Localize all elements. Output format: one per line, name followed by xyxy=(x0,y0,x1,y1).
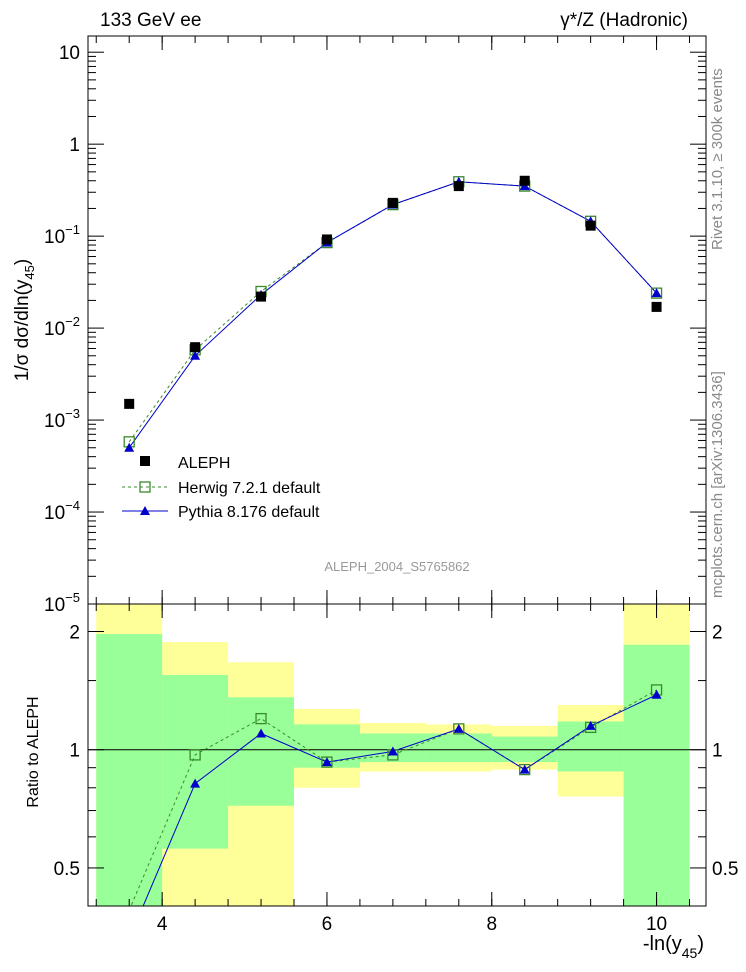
pythia-line xyxy=(128,181,657,448)
y-tick-label: 10−5 xyxy=(44,590,80,616)
aleph-point xyxy=(387,197,398,208)
mcplots-label: mcplots.cern.ch [arXiv:1306.3436] xyxy=(709,371,726,598)
ratio-frame xyxy=(87,603,707,907)
y-tick-label: 10−2 xyxy=(44,314,80,340)
legend-label-aleph: ALEPH xyxy=(178,455,230,472)
header-right-label: γ*/Z (Hadronic) xyxy=(560,10,688,31)
legend-label-herwig: Herwig 7.2.1 default xyxy=(178,480,321,497)
pythia-point xyxy=(651,288,662,298)
rivet-version-label: Rivet 3.1.10, ≥ 300k events xyxy=(709,68,726,250)
pythia-ratio-point xyxy=(387,746,398,756)
herwig-ratio-point xyxy=(255,712,267,725)
pythia-ratio-point xyxy=(256,728,267,738)
header-left-label: 133 GeV ee xyxy=(100,10,201,31)
pythia-point xyxy=(190,350,201,360)
uncertainty-band-green xyxy=(228,697,294,806)
legend-marker-pythia xyxy=(140,506,150,515)
pythia-ratio-point xyxy=(453,723,464,733)
aleph-point xyxy=(585,220,596,231)
aleph-point xyxy=(453,181,464,192)
main-panel: 10−5 10−4 10−3 10−2 10−1 1 10 1/σ dσ/dln(y45) AL… xyxy=(12,35,707,616)
y-axis-title: 1/σ dσ/dln(y45) xyxy=(12,259,37,381)
aleph-point xyxy=(519,175,530,186)
pythia-point xyxy=(124,442,135,452)
ratio-series-group xyxy=(130,684,663,906)
uncertainty-band-green xyxy=(623,644,690,906)
uncertainty-band-green xyxy=(162,674,229,849)
analysis-watermark: ALEPH_2004_S5765862 xyxy=(324,559,469,574)
pythia-ratio-point xyxy=(651,689,662,699)
aleph-point xyxy=(190,342,201,353)
ratio-y-tick-label-left: 0.5 xyxy=(54,859,80,880)
x-tick-label: 10 xyxy=(646,914,667,935)
pythia-ratio-point xyxy=(519,764,530,774)
aleph-point xyxy=(321,234,332,245)
x-tick-label: 4 xyxy=(157,914,168,935)
ratio-y-tick-label-left: 1 xyxy=(69,741,80,762)
uncertainty-band-green xyxy=(425,733,492,763)
herwig-ratio-point xyxy=(189,749,201,761)
y-tick-label: 10−3 xyxy=(44,406,80,432)
ratio-y-tick-label-right: 2 xyxy=(712,623,723,644)
x-tick-label: 8 xyxy=(486,914,497,935)
legend-marker-herwig xyxy=(139,481,151,493)
x-axis-title: -ln(y45) xyxy=(643,933,704,961)
ratio-y-tick-label-right: 0.5 xyxy=(712,859,738,880)
ratio-y-tick-label-left: 2 xyxy=(69,623,80,644)
pythia-ratio-point xyxy=(190,778,201,788)
aleph-point xyxy=(124,398,135,409)
legend-marker-aleph xyxy=(140,456,150,466)
pythia-ratio-point xyxy=(585,720,596,730)
y-tick-label: 1 xyxy=(69,135,80,156)
x-tick-label: 6 xyxy=(322,914,333,935)
legend-label-pythia: Pythia 8.176 default xyxy=(178,504,320,521)
ratio-y-tick-label-right: 1 xyxy=(712,741,723,762)
y-tick-label: 10−4 xyxy=(44,498,80,524)
y-tick-label: 10 xyxy=(59,43,80,64)
herwig-ratio-line xyxy=(130,689,657,906)
aleph-point xyxy=(651,301,662,312)
aleph-point xyxy=(256,291,267,302)
uncertainty-band-green xyxy=(96,634,163,906)
pythia-ratio-point xyxy=(321,757,332,767)
ratio-y-axis-title: Ratio to ALEPH xyxy=(25,696,42,807)
y-tick-label: 10−1 xyxy=(44,222,80,248)
ratio-panel: 0.5 0.5 1 1 2 2 4 6 8 10 Ratio to ALEPH -ln(y45) xyxy=(25,603,738,961)
herwig-line xyxy=(128,181,657,443)
